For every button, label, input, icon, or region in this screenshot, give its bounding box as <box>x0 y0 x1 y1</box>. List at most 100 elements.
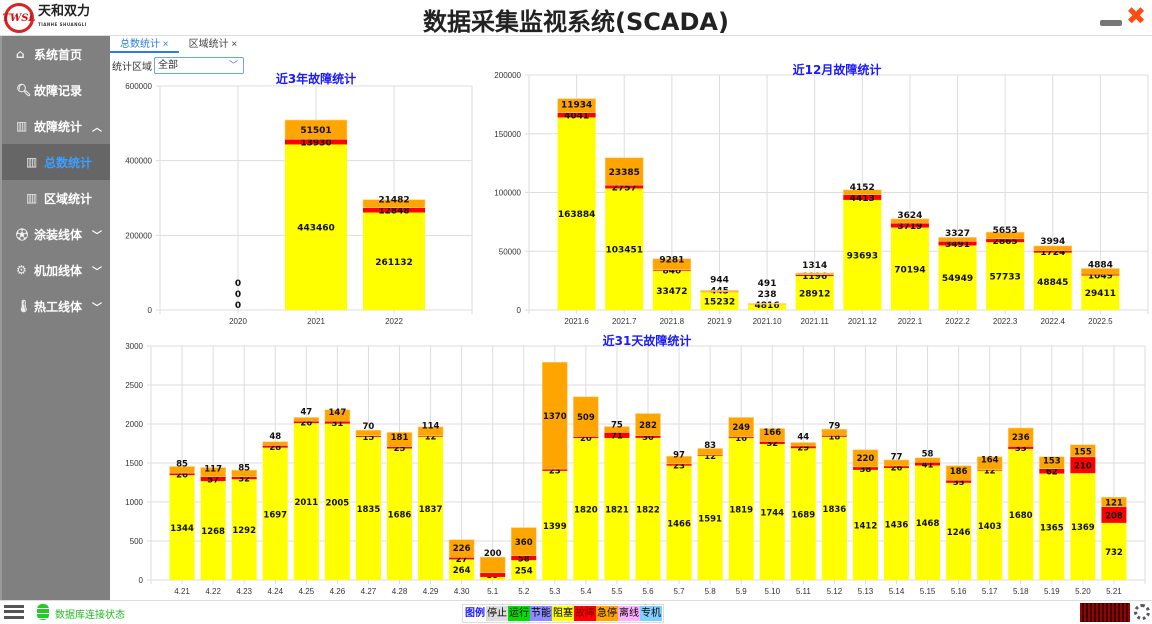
chart-2: 0500100015002000250030004.21134426854.22… <box>125 342 1146 596</box>
bar-阻塞 <box>1101 522 1127 580</box>
y-tick-label: 200000 <box>494 71 521 80</box>
bar-阻塞 <box>604 437 630 580</box>
bar-阻塞 <box>1008 448 1034 580</box>
bar-故障 <box>795 274 834 277</box>
bar-阻塞 <box>748 304 787 310</box>
data-label: 85 <box>238 463 250 473</box>
data-label: 1591 <box>698 514 722 524</box>
bar-急停 <box>262 441 289 446</box>
logo: TWSL 天和双力 TIANHE SHUANGLI <box>3 3 90 33</box>
bar-阻塞 <box>652 270 691 310</box>
y-tick-label: 100000 <box>494 189 521 198</box>
data-label: 1268 <box>201 527 225 537</box>
bar-故障 <box>843 194 882 200</box>
bar-阻塞 <box>605 188 644 310</box>
data-label: 261132 <box>375 258 413 268</box>
sidebar-item-area-stats[interactable]: ▥ 区域统计 <box>2 180 110 216</box>
area-filter: 统计区域 全部 ﹀ <box>112 57 244 74</box>
bar-急停 <box>573 396 599 437</box>
legend-item-stop: 停止 <box>486 606 508 621</box>
sidebar-item-home[interactable]: ⌂ 系统首页 <box>2 36 110 72</box>
bar-故障 <box>1081 274 1120 276</box>
bar-急停 <box>790 442 817 447</box>
bar-故障 <box>511 555 537 561</box>
sidebar-item-label: 故障记录 <box>34 83 83 98</box>
sidebar-item-total-stats[interactable]: ▥ 总数统计 <box>2 144 110 180</box>
bar-故障 <box>231 476 257 480</box>
data-label: 1412 <box>854 521 878 531</box>
bar-急停 <box>324 409 351 422</box>
data-label: 0 <box>235 301 241 311</box>
x-tick-label: 2021 <box>307 317 325 326</box>
x-tick-label: 5.11 <box>796 587 812 596</box>
bar-故障 <box>890 223 929 228</box>
bar-阻塞 <box>557 117 596 310</box>
x-tick-label: 4.27 <box>361 587 377 596</box>
data-label: 2011 <box>294 498 318 508</box>
bar-阻塞 <box>884 467 909 580</box>
bar-急停 <box>976 456 1003 470</box>
bar-阻塞 <box>169 475 195 580</box>
data-label: 26 <box>891 463 903 473</box>
bar-急停 <box>938 237 977 242</box>
data-label: 12848 <box>378 207 409 217</box>
data-label: 28912 <box>799 290 830 300</box>
data-label: 18 <box>828 433 840 443</box>
data-label: 1819 <box>729 506 753 516</box>
bar-故障 <box>852 466 878 470</box>
close-x-icon[interactable]: ✖ <box>1126 2 1147 30</box>
data-label: 4152 <box>850 183 875 193</box>
data-label: 1821 <box>605 505 629 515</box>
data-label: 23 <box>549 466 561 476</box>
bar-故障 <box>293 421 319 424</box>
bar-阻塞 <box>542 470 568 580</box>
bar-急停 <box>362 199 426 209</box>
area-select[interactable]: 全部 ﹀ <box>154 57 244 74</box>
data-label: 1369 <box>1071 523 1095 533</box>
bar-故障 <box>1101 506 1127 523</box>
chevron-down-icon: ﹀ <box>92 302 102 314</box>
bar-阻塞 <box>759 443 785 580</box>
x-tick-label: 5.10 <box>764 587 780 596</box>
sidebar-item-painting-line[interactable]: ⚽︎ 涂装线体 ﹀ <box>2 216 110 252</box>
bar-急停 <box>604 426 630 433</box>
gears-icon: ⚙ <box>16 263 27 277</box>
bar-故障 <box>480 572 506 577</box>
bar-阻塞 <box>890 227 929 310</box>
data-label: 75 <box>611 421 623 431</box>
sidebar-item-heat-line[interactable]: 🌡︎ 热工线体 ﹀ <box>2 288 110 324</box>
tab-area-stats[interactable]: 区域统计 × <box>188 39 238 50</box>
bar-故障 <box>1008 446 1034 449</box>
sidebar-item-label: 系统首页 <box>34 47 83 62</box>
chart-0: 0200000400000600000202000020214434601393… <box>125 82 473 326</box>
x-tick-label: 2021.10 <box>753 317 782 326</box>
logo-mark: TWSL <box>3 3 35 33</box>
data-label: 13930 <box>300 138 331 148</box>
x-tick-label: 2022 <box>385 317 403 326</box>
sidebar-item-machining-line[interactable]: ⚙ 机加线体 ﹀ <box>2 252 110 288</box>
y-tick-label: 0 <box>517 306 522 315</box>
thermometer-icon: 🌡︎ <box>16 299 32 313</box>
data-label: 70 <box>363 422 375 432</box>
bar-故障 <box>652 269 691 271</box>
menu-collapse-icon[interactable] <box>4 605 24 619</box>
x-tick-label: 5.20 <box>1075 587 1091 596</box>
bar-急停 <box>169 466 195 474</box>
sidebar-item-fault-stats[interactable]: ▥ 故障统计 ︿ <box>2 108 110 144</box>
x-tick-label: 5.15 <box>920 587 936 596</box>
bar-故障 <box>573 436 599 439</box>
bar-急停 <box>852 449 879 468</box>
data-label: 153 <box>1043 457 1061 467</box>
bar-阻塞 <box>231 479 257 580</box>
x-tick-label: 2021.6 <box>564 317 589 326</box>
tab-total-stats[interactable]: 总数统计 × <box>110 37 179 53</box>
sidebar-item-fault-records[interactable]: 🔍︎ 故障记录 <box>2 72 110 108</box>
data-label: 48845 <box>1037 278 1068 288</box>
x-tick-label: 2021.8 <box>660 317 685 326</box>
bar-急停 <box>652 258 692 270</box>
data-label: 163884 <box>558 210 596 220</box>
data-label: 1835 <box>357 505 381 515</box>
bar-阻塞 <box>728 438 754 580</box>
minimize-icon[interactable] <box>1100 20 1122 26</box>
data-label: 1292 <box>232 526 256 536</box>
